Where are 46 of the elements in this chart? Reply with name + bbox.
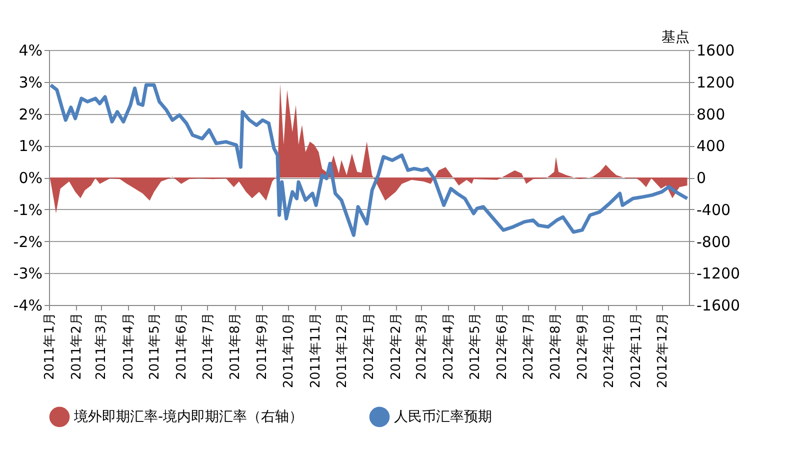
x-tick-label: 2011年11月	[308, 312, 324, 388]
y2-tick-label: -400	[696, 200, 731, 219]
y2-axis-title: 基点	[662, 30, 690, 46]
x-tick-label: 2012年5月	[468, 312, 483, 380]
x-tick-label: 2011年12月	[334, 312, 350, 388]
x-tick-label: 2011年4月	[121, 312, 136, 380]
y-tick-label: 0%	[18, 169, 42, 187]
y2-tick-label: 800	[696, 105, 726, 124]
y-tick-label: 2%	[18, 105, 42, 124]
y-tick-label: -1%	[13, 200, 42, 219]
y-tick-label: -4%	[13, 296, 42, 314]
y-tick-label: 3%	[18, 73, 42, 92]
x-tick-label: 2011年3月	[94, 312, 110, 380]
x-tick-label: 2012年2月	[389, 312, 404, 380]
x-tick-label: 2012年3月	[414, 312, 430, 380]
x-tick-label: 2012年12月	[655, 312, 670, 388]
x-tick-label: 2012年11月	[629, 312, 644, 388]
y2-tick-label: -1600	[696, 296, 740, 314]
legend-label: 境外即期汇率-境内即期汇率（右轴）	[73, 408, 304, 425]
y-tick-label: 1%	[18, 137, 42, 156]
x-tick-label: 2012年9月	[576, 312, 591, 380]
x-tick-label: 2011年6月	[174, 312, 190, 380]
y2-tick-label: 1200	[696, 73, 735, 92]
x-tick-label: 2012年10月	[602, 312, 617, 388]
x-tick-label: 2011年10月	[282, 312, 297, 388]
x-tick-label: 2012年6月	[495, 312, 510, 380]
x-tick-label: 2012年7月	[521, 312, 536, 380]
y2-tick-label: 0	[696, 169, 706, 187]
line-series	[49, 83, 689, 237]
x-tick-label: 2011年9月	[255, 312, 270, 380]
x-tick-label: 2011年2月	[70, 312, 85, 380]
y2-tick-label: 1600	[696, 42, 735, 60]
x-tick-label: 2011年1月	[42, 312, 58, 380]
y2-tick-label: -800	[696, 232, 731, 251]
legend-label: 人民币汇率预期	[394, 408, 492, 425]
y2-tick-label: -1200	[696, 264, 740, 283]
x-tick-label: 2012年1月	[362, 312, 378, 380]
y-tick-label: -2%	[13, 232, 42, 251]
y2-tick-label: 400	[696, 137, 726, 156]
x-tick-label: 2011年5月	[148, 312, 163, 380]
x-tick-label: 2011年7月	[200, 312, 216, 380]
x-tick-label: 2012年8月	[548, 312, 564, 380]
x-tick-label: 2012年4月	[442, 312, 457, 380]
x-tick-label: 2011年8月	[228, 312, 244, 380]
y-tick-label: 4%	[18, 42, 42, 60]
y-tick-label: -3%	[13, 264, 42, 283]
